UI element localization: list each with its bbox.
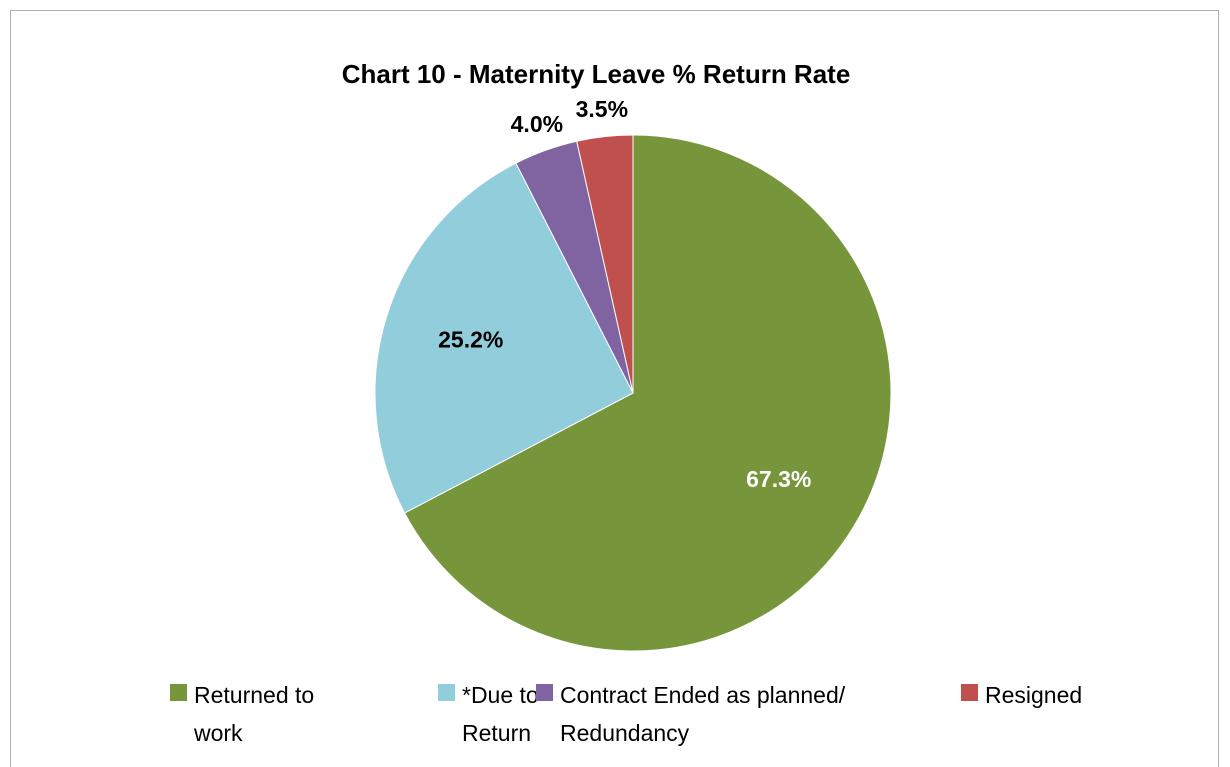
legend-label: *Due to Return [462, 682, 539, 746]
legend-label: Contract Ended as planned/ Redundancy [560, 682, 846, 746]
pie-slice [576, 134, 634, 394]
legend-swatch [536, 684, 553, 701]
pie-slice [403, 134, 892, 652]
data-label: 67.3% [746, 466, 811, 492]
data-label: 25.2% [438, 326, 503, 352]
legend-swatch [961, 684, 978, 701]
chart-title: Chart 10 - Maternity Leave % Return Rate [342, 59, 851, 89]
legend-label: Returned to work [194, 682, 315, 746]
data-label: 4.0% [511, 111, 563, 137]
data-label: 3.5% [576, 96, 628, 122]
chart-frame [10, 10, 1219, 767]
legend-swatch [438, 684, 455, 701]
legend-swatch [170, 684, 187, 701]
legend-label: Resigned [985, 682, 1083, 708]
pie-slice [374, 162, 634, 514]
